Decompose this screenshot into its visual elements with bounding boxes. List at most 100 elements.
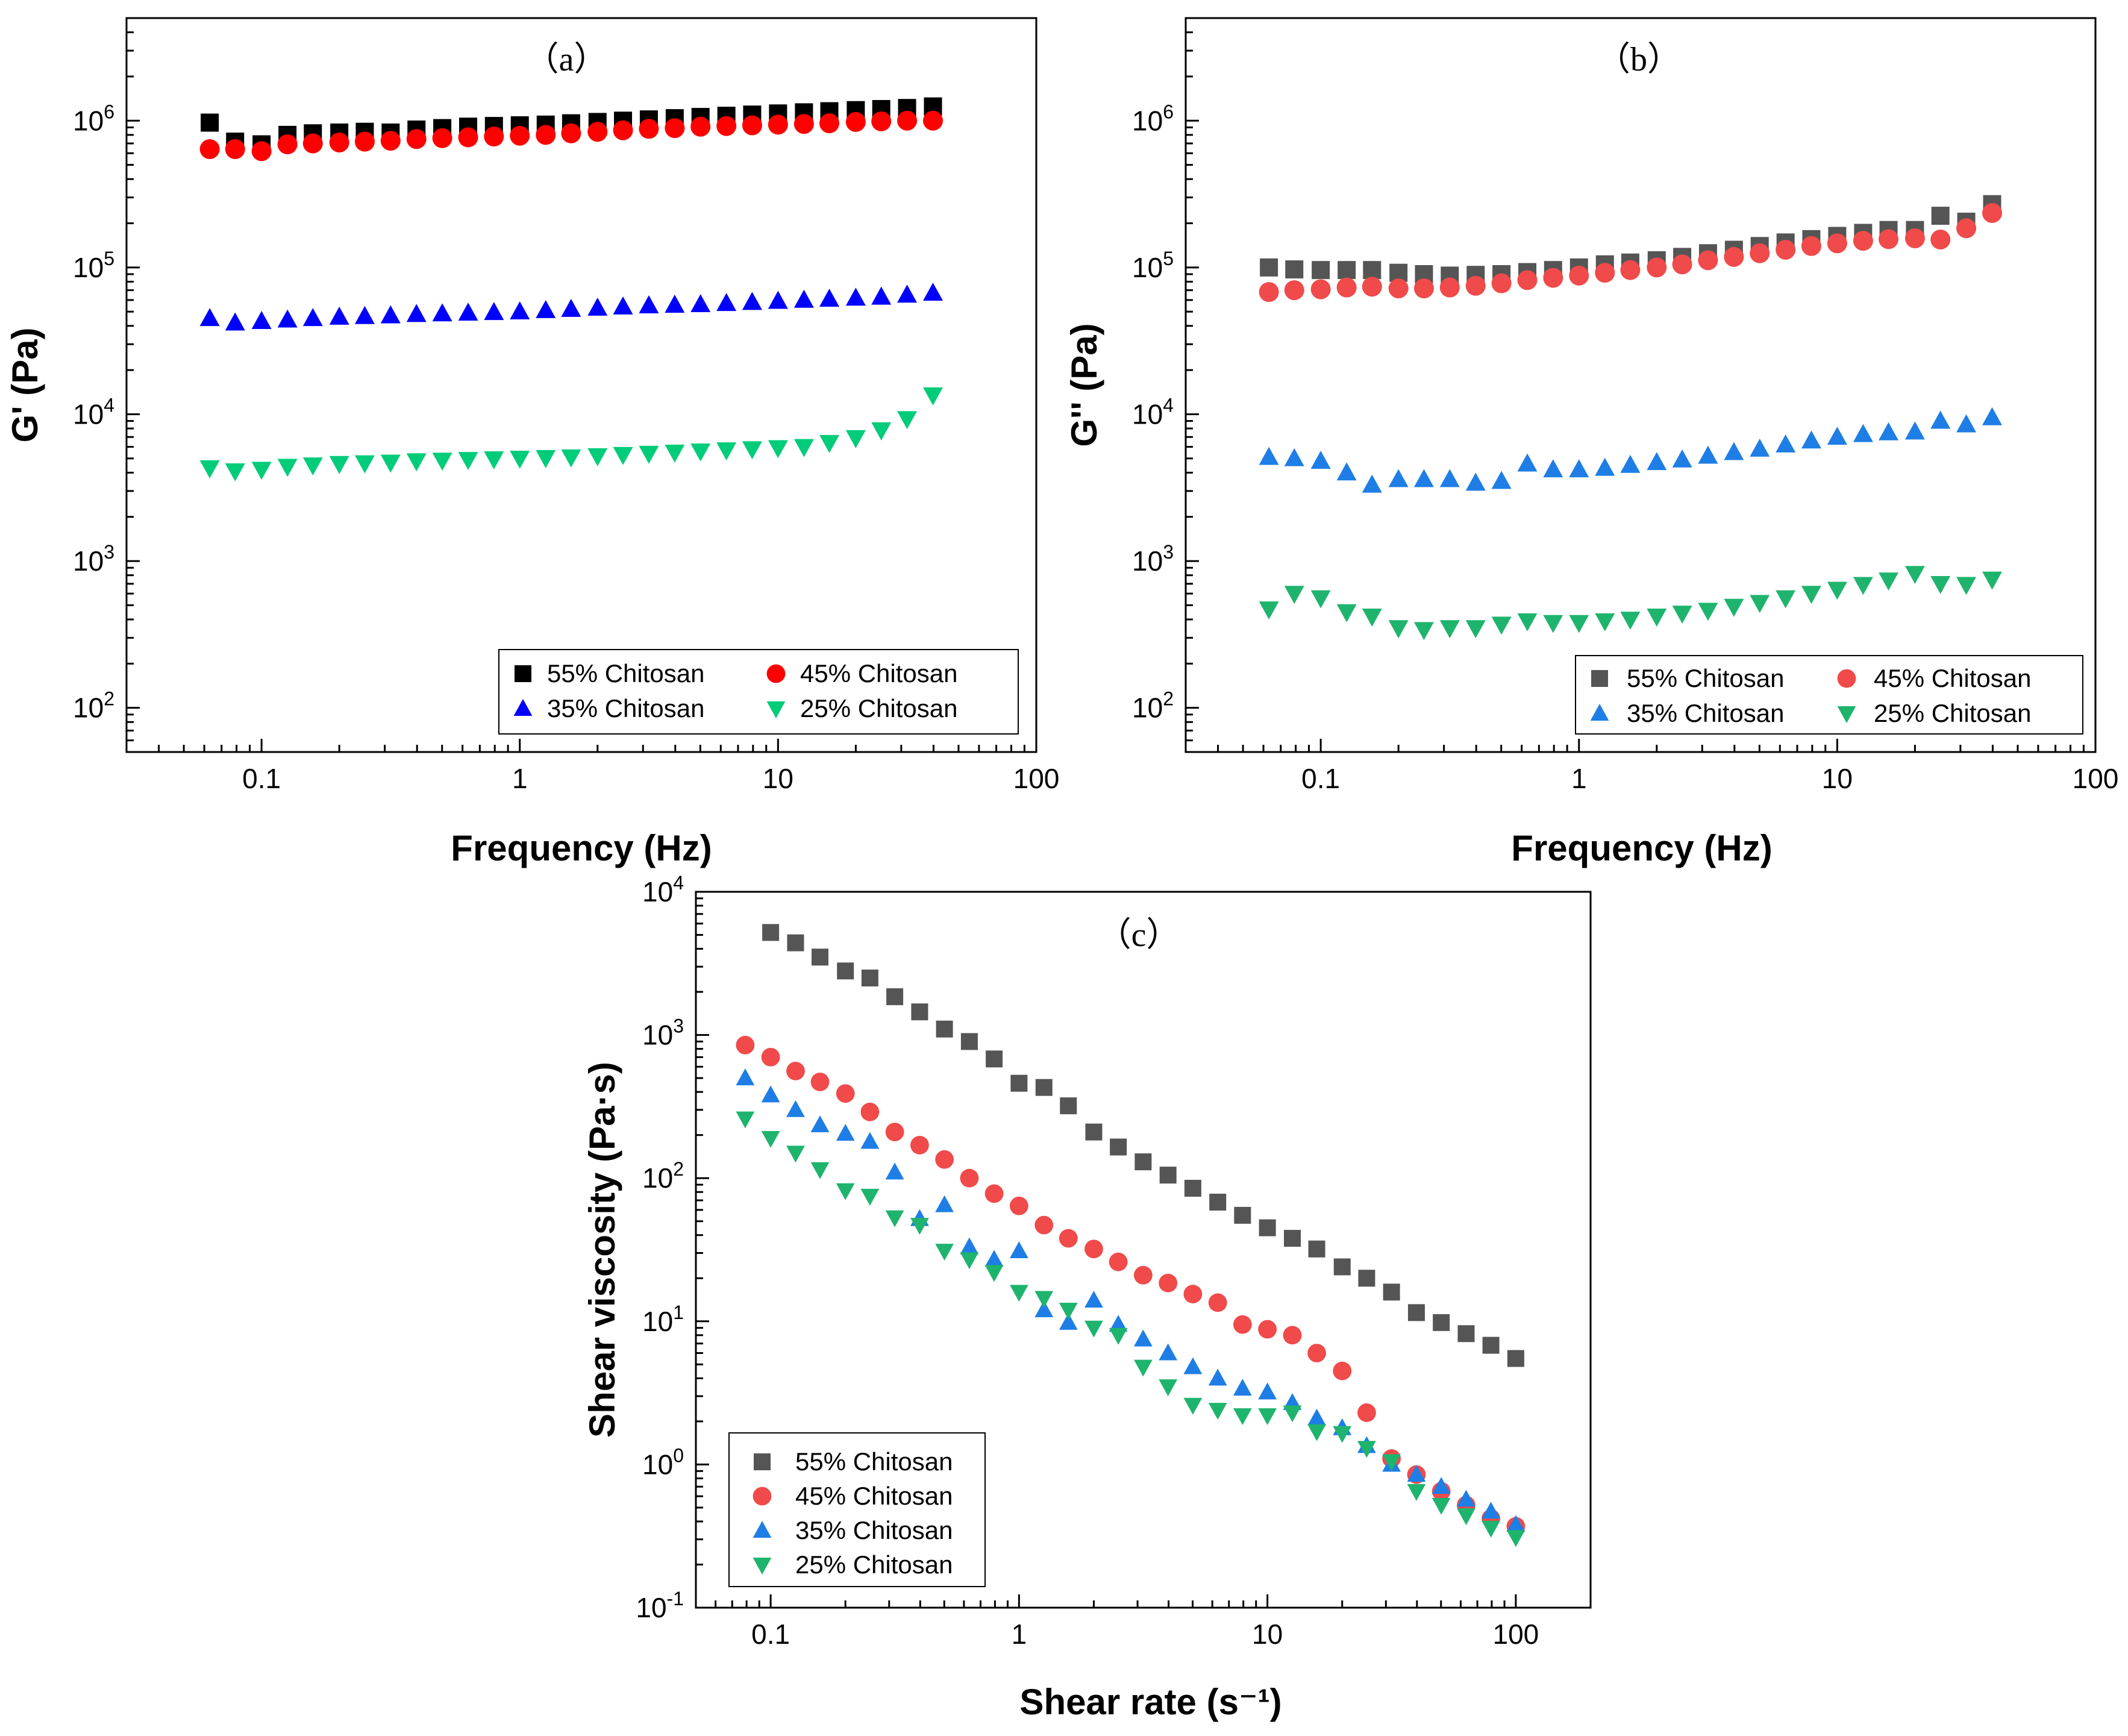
data-point xyxy=(329,306,349,325)
series-35-chitosan xyxy=(199,283,943,331)
data-point xyxy=(1776,239,1796,260)
data-point xyxy=(1357,1441,1376,1458)
data-point xyxy=(1209,1193,1227,1211)
data-point xyxy=(935,1150,954,1169)
data-point xyxy=(1285,260,1304,279)
data-point xyxy=(432,303,452,322)
y-tick-label: 101 xyxy=(642,1302,684,1337)
series-45-chitosan xyxy=(1259,202,2002,302)
y-tick-label: 106 xyxy=(1132,101,1174,136)
data-point xyxy=(458,127,478,148)
x-tick-label: 100 xyxy=(1493,1618,1539,1650)
legend-label: 25% Chitosan xyxy=(1874,699,2032,727)
data-point xyxy=(1362,277,1382,297)
legend-marker xyxy=(766,664,786,683)
data-point xyxy=(1312,261,1330,280)
y-tick-label: 102 xyxy=(642,1158,684,1194)
legend-label: 35% Chitosan xyxy=(547,694,705,722)
data-point xyxy=(1382,1454,1401,1471)
chart-panel-b: 0.1 1 10 100 102 103 104 105 106 （b） Frequency (… xyxy=(1064,17,2118,868)
data-point xyxy=(1362,609,1382,627)
data-point xyxy=(1059,1303,1078,1320)
data-point xyxy=(984,1184,1004,1203)
data-point xyxy=(484,451,504,469)
data-point xyxy=(1259,282,1279,302)
data-point xyxy=(1183,1357,1203,1374)
data-point xyxy=(1258,1320,1277,1339)
data-point xyxy=(1233,1408,1252,1426)
data-point xyxy=(1009,1241,1028,1259)
data-point xyxy=(1133,1265,1153,1285)
data-point xyxy=(1776,434,1796,453)
data-point xyxy=(406,304,427,322)
data-point xyxy=(1009,1196,1028,1215)
data-point xyxy=(1060,1097,1077,1115)
data-point xyxy=(1059,1312,1078,1330)
data-point xyxy=(736,1111,755,1129)
data-point xyxy=(1672,449,1692,468)
data-point xyxy=(810,1115,830,1133)
data-point xyxy=(1110,1138,1127,1156)
data-point xyxy=(768,114,788,135)
y-tick-label: 103 xyxy=(73,541,114,577)
data-point xyxy=(406,129,427,149)
data-point xyxy=(787,934,804,951)
data-point xyxy=(587,297,608,316)
data-point xyxy=(1904,566,1925,584)
data-point xyxy=(1333,1426,1352,1443)
data-point xyxy=(845,111,866,132)
data-point xyxy=(1034,1215,1054,1235)
y-tick-label: 104 xyxy=(1132,394,1174,430)
data-point xyxy=(1569,615,1589,633)
data-point xyxy=(1482,1336,1500,1354)
y-tick-label: 105 xyxy=(1132,248,1174,283)
data-point xyxy=(786,1062,805,1080)
data-point xyxy=(1879,572,1899,591)
data-point xyxy=(354,455,375,474)
data-point xyxy=(536,125,556,145)
data-point xyxy=(1413,278,1434,299)
data-point xyxy=(1336,277,1357,298)
data-point xyxy=(380,305,401,324)
plot-frame xyxy=(125,17,1037,753)
x-tick-label: 0.1 xyxy=(1301,763,1340,794)
data-point xyxy=(810,1073,830,1091)
series-35-chitosan xyxy=(1259,407,2002,493)
data-point xyxy=(536,300,556,318)
data-point xyxy=(1133,1329,1153,1347)
data-point xyxy=(1698,603,1718,621)
data-point xyxy=(329,456,349,474)
data-point xyxy=(354,306,375,324)
data-point xyxy=(793,439,814,457)
data-point xyxy=(1433,1314,1450,1331)
data-point xyxy=(1134,1153,1152,1171)
data-point xyxy=(561,449,581,468)
data-point xyxy=(510,450,530,469)
data-point xyxy=(819,434,840,453)
data-point xyxy=(1595,613,1615,631)
data-point xyxy=(406,453,427,472)
data-point xyxy=(1930,230,1951,250)
data-point xyxy=(1879,229,1899,249)
data-point xyxy=(922,283,943,301)
data-point xyxy=(1543,268,1563,288)
data-point xyxy=(1310,279,1331,299)
data-point xyxy=(742,292,762,310)
data-point xyxy=(897,284,918,303)
y-tick-label: 103 xyxy=(1132,541,1174,577)
x-tick-label: 10 xyxy=(1822,763,1853,794)
data-point xyxy=(1363,261,1382,280)
data-point xyxy=(935,1244,954,1261)
data-point xyxy=(587,122,608,142)
data-point xyxy=(1259,601,1279,620)
data-point xyxy=(1776,590,1796,609)
data-point xyxy=(793,289,814,308)
data-point xyxy=(1904,421,1925,440)
data-point xyxy=(897,411,918,430)
y-tick-label: 105 xyxy=(73,248,114,283)
data-point xyxy=(986,1050,1003,1068)
data-point xyxy=(1724,598,1744,617)
data-point xyxy=(1956,218,1977,239)
legend-label: 35% Chitosan xyxy=(1627,699,1785,727)
